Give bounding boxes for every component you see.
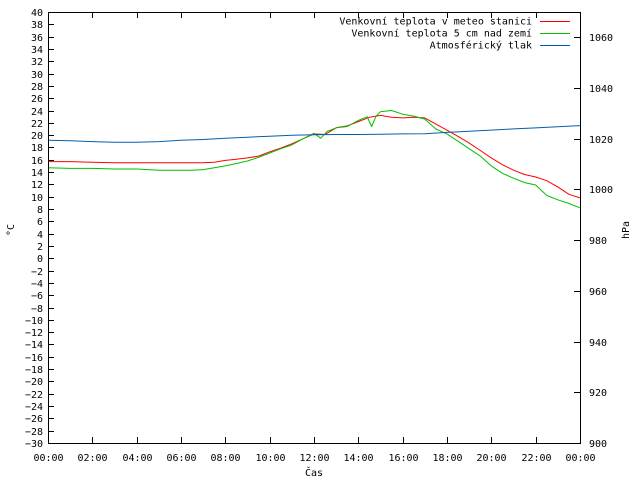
- y-tick-label: 12: [31, 180, 43, 191]
- y2-tick-label: 900: [589, 439, 607, 450]
- y2-tick-label: 940: [589, 338, 607, 349]
- y-tick-label: −20: [25, 377, 43, 388]
- y-tick-label: −28: [25, 427, 43, 438]
- legend-label: Atmosférický tlak: [430, 40, 532, 52]
- y-tick-label: −6: [31, 291, 43, 302]
- x-tick-label: 10:00: [255, 453, 285, 464]
- legend-label: Venkovní teplota v meteo stanici: [339, 16, 532, 28]
- y-axis-title: °C: [6, 224, 17, 236]
- y-tick-label: 10: [31, 193, 43, 204]
- series-line-0: [48, 114, 581, 199]
- y-tick-label: −8: [31, 304, 43, 315]
- x-tick-label: 00:00: [565, 453, 595, 464]
- y-tick-label: −2: [31, 267, 43, 278]
- x-tick-label: 16:00: [388, 453, 418, 464]
- y-tick-label: 22: [31, 119, 43, 130]
- y-tick-label: 14: [31, 168, 43, 179]
- y-tick-label: 30: [31, 70, 43, 81]
- x-tick-label: 18:00: [432, 453, 462, 464]
- y-tick-label: 2: [37, 242, 43, 253]
- y-tick-label: 0: [37, 254, 43, 265]
- y2-tick-label: 920: [589, 388, 607, 399]
- y-tick-label: 6: [37, 217, 43, 228]
- y-tick-label: 28: [31, 82, 43, 93]
- y2-tick-label: 980: [589, 236, 607, 247]
- y-tick-label: −4: [31, 279, 43, 290]
- y-tick-label: −12: [25, 328, 43, 339]
- series-line-2: [47, 125, 581, 143]
- x-tick-label: 02:00: [77, 453, 107, 464]
- y2-tick-label: 1020: [589, 135, 613, 146]
- y-tick-label: 34: [31, 45, 43, 56]
- legend-label: Venkovní teplota 5 cm nad zemí: [351, 28, 532, 40]
- x-tick-label: 04:00: [122, 453, 152, 464]
- y-tick-label: 18: [31, 143, 43, 154]
- y-tick-label: 16: [31, 156, 43, 167]
- y2-tick-label: 1060: [589, 33, 613, 44]
- y-tick-label: −18: [25, 365, 43, 376]
- x-tick-label: 06:00: [166, 453, 196, 464]
- y2-axis-title: hPa: [621, 221, 632, 239]
- plot-frame: [48, 12, 581, 444]
- y-tick-label: −16: [25, 353, 43, 364]
- y-tick-label: 24: [31, 107, 43, 118]
- x-tick-label: 20:00: [476, 453, 506, 464]
- y2-tick-label: 960: [589, 287, 607, 298]
- y-tick-label: 38: [31, 20, 43, 31]
- y-tick-label: −14: [25, 340, 43, 351]
- y2-tick-label: 1040: [589, 84, 613, 95]
- y-tick-label: 20: [31, 131, 43, 142]
- y-tick-label: 36: [31, 33, 43, 44]
- y-tick-label: −24: [25, 402, 43, 413]
- x-tick-label: 14:00: [343, 453, 373, 464]
- y-tick-label: −26: [25, 414, 43, 425]
- series-line-1: [47, 110, 581, 209]
- x-tick-label: 00:00: [33, 453, 63, 464]
- x-tick-label: 12:00: [299, 453, 329, 464]
- y-tick-label: 40: [31, 8, 43, 19]
- x-axis-title: Čas: [305, 466, 323, 479]
- y2-tick-label: 1000: [589, 185, 613, 196]
- y-tick-label: 4: [37, 230, 43, 241]
- y-tick-label: −22: [25, 390, 43, 401]
- x-tick-label: 08:00: [210, 453, 240, 464]
- y-tick-label: −30: [25, 439, 43, 450]
- x-tick-label: 22:00: [521, 453, 551, 464]
- y-tick-label: −10: [25, 316, 43, 327]
- y-tick-label: 26: [31, 94, 43, 105]
- y-tick-label: 8: [37, 205, 43, 216]
- y-tick-label: 32: [31, 57, 43, 68]
